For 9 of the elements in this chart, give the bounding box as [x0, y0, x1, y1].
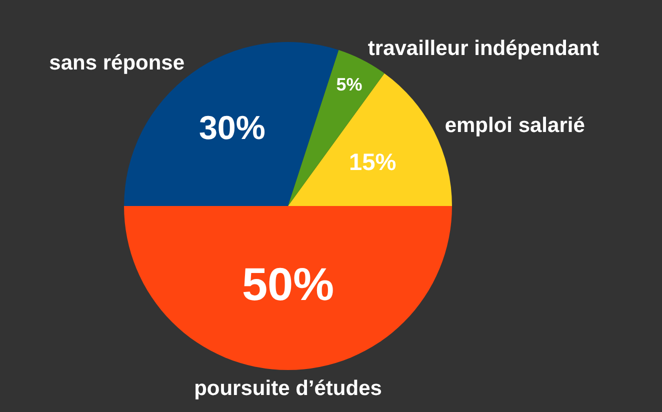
- data-label: 5%: [336, 74, 362, 95]
- slice-label: sans réponse: [49, 52, 185, 75]
- data-label: 15%: [349, 150, 396, 176]
- slice-label: travailleur indépendant: [368, 37, 599, 60]
- data-label: 50%: [242, 258, 334, 310]
- pie-slice: [124, 206, 452, 370]
- data-label: 30%: [198, 110, 266, 148]
- slice-label: emploi salarié: [444, 114, 585, 138]
- slice-label: poursuite d’études: [194, 377, 382, 400]
